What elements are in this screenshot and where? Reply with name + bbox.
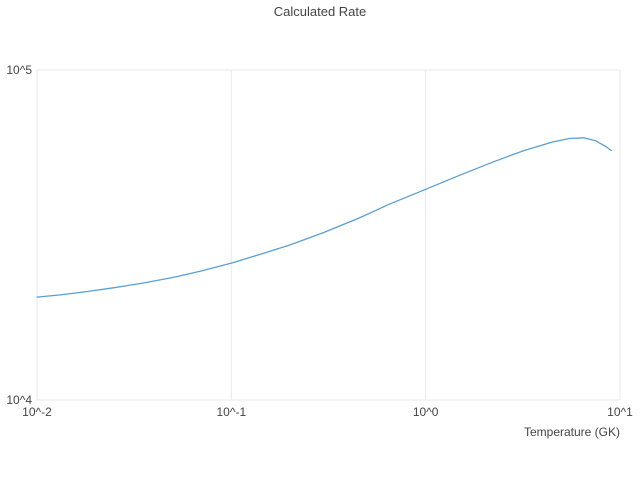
x-tick-label: 10^0 <box>412 405 439 419</box>
x-tick-label: 10^-1 <box>216 405 247 419</box>
y-tick-label: 10^4 <box>6 393 32 407</box>
y-tick-label: 10^5 <box>6 63 32 77</box>
calculated-rate-line <box>36 137 612 298</box>
x-tick-label: 10^-2 <box>22 405 52 419</box>
x-tick-label: 10^1 <box>607 405 633 419</box>
chart-title: Calculated Rate <box>273 4 367 19</box>
x-axis-label: Temperature (GK) <box>523 425 620 439</box>
